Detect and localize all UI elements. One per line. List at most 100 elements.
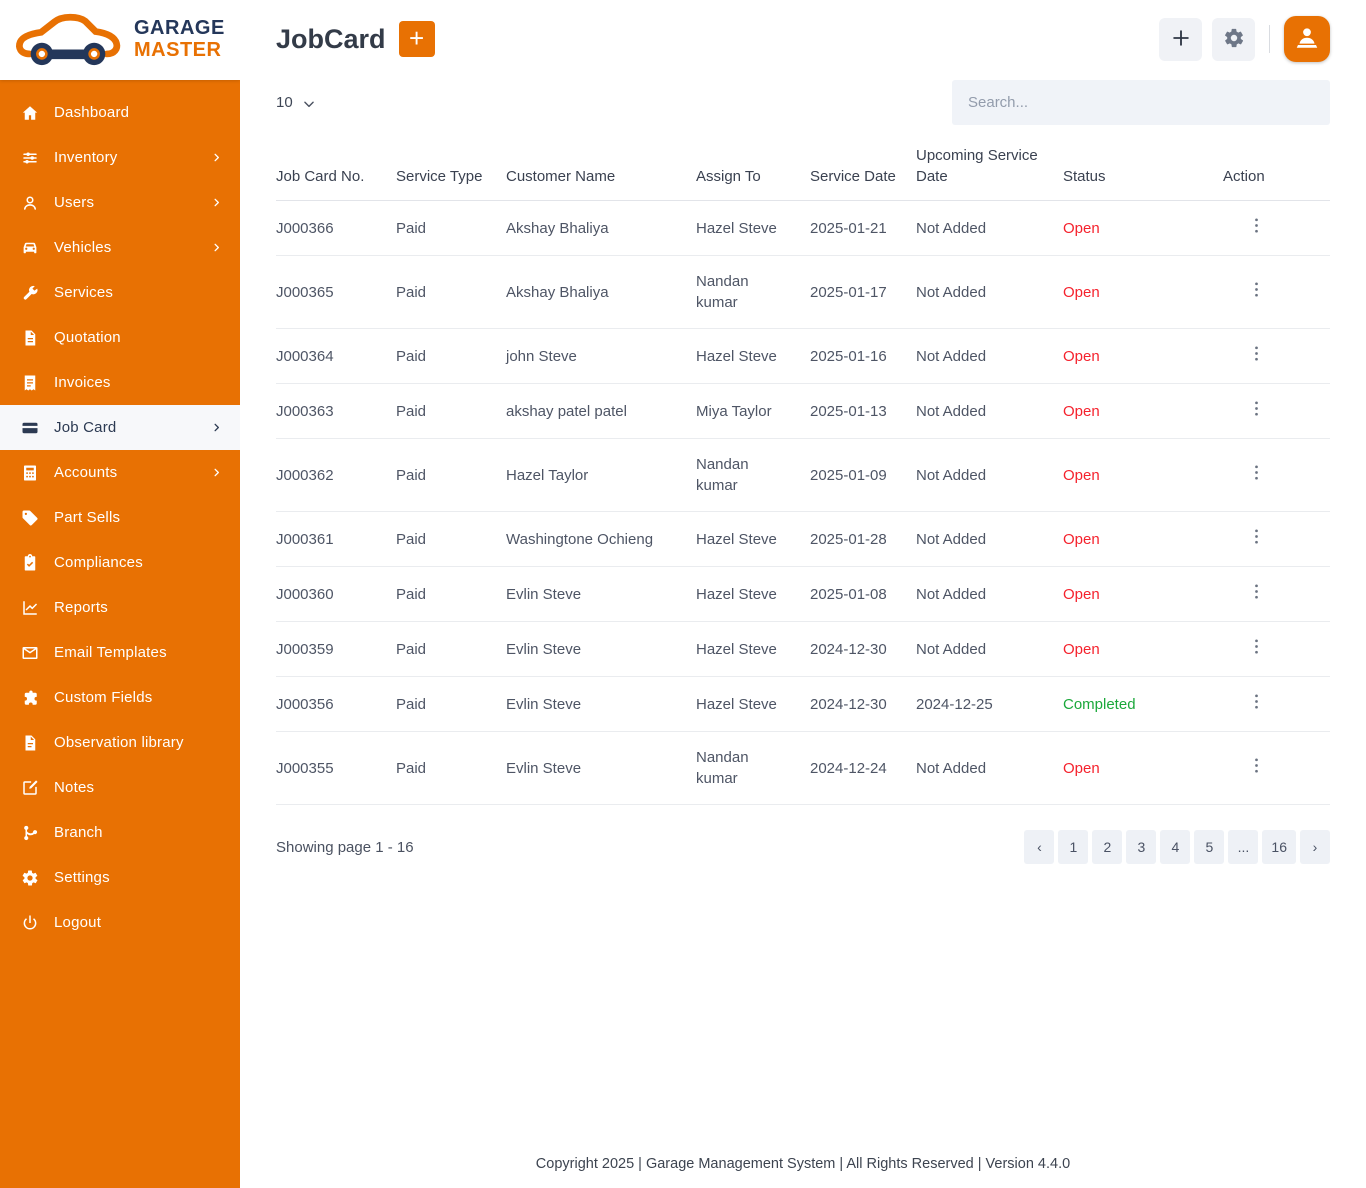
page-size-select[interactable]: 10: [276, 94, 316, 111]
sidebar-item-vehicles[interactable]: Vehicles: [0, 225, 240, 270]
pagination-prev-button[interactable]: ‹: [1024, 830, 1055, 864]
sidebar-item-branch[interactable]: Branch: [0, 810, 240, 855]
kebab-menu-icon: [1246, 691, 1267, 718]
table-cell-action: [1223, 621, 1330, 677]
table-cell-upcoming-service-date: Not Added: [916, 255, 1063, 329]
row-actions-menu-button[interactable]: [1245, 280, 1267, 304]
table-cell-job-card-no: J000364: [276, 328, 396, 384]
logout-icon: [20, 913, 39, 932]
sidebar-item-dashboard[interactable]: Dashboard: [0, 90, 240, 135]
copyright-text: Copyright 2025 | Garage Management Syste…: [535, 1156, 1071, 1172]
table-cell-customer-name: Evlin Steve: [506, 731, 696, 805]
invoices-icon: [20, 373, 39, 392]
table-cell-service-date: 2025-01-21: [810, 200, 916, 256]
pagination-page-2-button[interactable]: 2: [1092, 830, 1123, 864]
sidebar-item-accounts[interactable]: Accounts: [0, 450, 240, 495]
settings-button[interactable]: [1212, 17, 1255, 61]
table-cell-service-type: Paid: [396, 200, 506, 256]
observation-library-icon: [20, 733, 39, 752]
column-header-service-date: Service Date: [810, 137, 916, 201]
sidebar-item-reports[interactable]: Reports: [0, 585, 240, 630]
sidebar: GARAGE MASTER Dashboard Inventory Users Veh…: [0, 0, 240, 1188]
sidebar-item-observation-library[interactable]: Observation library: [0, 720, 240, 765]
chevron-right-icon: [211, 152, 222, 163]
chevron-right-icon: [211, 422, 222, 433]
table-cell-action: [1223, 328, 1330, 384]
car-wrench-logo: [12, 9, 124, 72]
table-cell-service-type: Paid: [396, 511, 506, 567]
table-row: J000364 Paid john Steve Hazel Steve 2025-01-…: [276, 328, 1330, 384]
row-actions-menu-button[interactable]: [1245, 216, 1267, 240]
kebab-menu-icon: [1246, 581, 1267, 608]
sidebar-item-label: Logout: [54, 914, 102, 931]
sidebar-item-users[interactable]: Users: [0, 180, 240, 225]
row-actions-menu-button[interactable]: [1245, 692, 1267, 716]
sidebar-item-job-card[interactable]: Job Card: [0, 405, 240, 450]
table-cell-customer-name: Akshay Bhaliya: [506, 200, 696, 256]
sidebar-item-logout[interactable]: Logout: [0, 900, 240, 945]
add-jobcard-button[interactable]: +: [398, 21, 435, 57]
pagination-page-3-button[interactable]: 3: [1126, 830, 1157, 864]
quick-add-button[interactable]: [1159, 17, 1202, 61]
row-actions-menu-button[interactable]: [1245, 637, 1267, 661]
table-cell-service-type: Paid: [396, 621, 506, 677]
sidebar-item-email-templates[interactable]: Email Templates: [0, 630, 240, 675]
pagination: Showing page 1 - 16 ‹ 1 2 3 4 5... 16 ›: [240, 805, 1366, 864]
table-cell-customer-name: Washingtone Ochieng: [506, 511, 696, 567]
search-input[interactable]: [952, 80, 1330, 125]
sidebar-item-services[interactable]: Services: [0, 270, 240, 315]
table-cell-job-card-no: J000365: [276, 255, 396, 329]
row-actions-menu-button[interactable]: [1245, 756, 1267, 780]
profile-avatar-button[interactable]: [1284, 16, 1330, 62]
table-cell-assign-to: Miya Taylor: [696, 383, 810, 439]
sidebar-item-inventory[interactable]: Inventory: [0, 135, 240, 180]
pagination-page-4-button[interactable]: 4: [1160, 830, 1191, 864]
pagination-page-16-button[interactable]: 16: [1262, 830, 1296, 864]
table-cell-assign-to: Nandan kumar: [696, 731, 810, 805]
pagination-page-1-button[interactable]: 1: [1058, 830, 1089, 864]
sidebar-item-invoices[interactable]: Invoices: [0, 360, 240, 405]
row-actions-menu-button[interactable]: [1245, 399, 1267, 423]
pagination-ellipsis[interactable]: ...: [1228, 830, 1259, 864]
sidebar-item-notes[interactable]: Notes: [0, 765, 240, 810]
sidebar-item-part-sells[interactable]: Part Sells: [0, 495, 240, 540]
sidebar-item-quotation[interactable]: Quotation: [0, 315, 240, 360]
kebab-menu-icon: [1246, 526, 1267, 553]
row-actions-menu-button[interactable]: [1245, 527, 1267, 551]
row-actions-menu-button[interactable]: [1245, 344, 1267, 368]
inventory-icon: [20, 148, 39, 167]
sidebar-item-compliances[interactable]: Compliances: [0, 540, 240, 585]
settings-icon: [20, 868, 39, 887]
table-cell-assign-to: Hazel Steve: [696, 328, 810, 384]
table-cell-upcoming-service-date: 2024-12-25: [916, 676, 1063, 732]
row-actions-menu-button[interactable]: [1245, 582, 1267, 606]
kebab-menu-icon: [1246, 755, 1267, 782]
table-cell-upcoming-service-date: Not Added: [916, 383, 1063, 439]
pagination-page-5-button[interactable]: 5: [1194, 830, 1225, 864]
table-cell-action: [1223, 676, 1330, 732]
pagination-next-button[interactable]: ›: [1300, 830, 1330, 864]
brand-name-bottom: MASTER: [134, 39, 222, 61]
sidebar-item-label: Settings: [54, 869, 110, 886]
email-templates-icon: [20, 643, 39, 662]
sidebar-item-custom-fields[interactable]: Custom Fields: [0, 675, 240, 720]
table-cell-job-card-no: J000360: [276, 566, 396, 622]
table-cell-service-date: 2024-12-24: [810, 731, 916, 805]
services-icon: [20, 283, 39, 302]
plus-icon: [1170, 27, 1192, 52]
table-cell-job-card-no: J000356: [276, 676, 396, 732]
table-cell-status: Open: [1063, 200, 1223, 256]
status-badge: Open: [1063, 530, 1100, 548]
sidebar-item-settings[interactable]: Settings: [0, 855, 240, 900]
sidebar-item-label: Accounts: [54, 464, 118, 481]
table-cell-action: [1223, 383, 1330, 439]
table-cell-assign-to: Nandan kumar: [696, 255, 810, 329]
row-actions-menu-button[interactable]: [1245, 463, 1267, 487]
header-actions: [1159, 16, 1330, 62]
chevron-down-icon: [302, 97, 316, 111]
brand-logo[interactable]: GARAGE MASTER: [0, 0, 240, 80]
sidebar-item-label: Invoices: [54, 374, 111, 391]
table-cell-assign-to: Hazel Steve: [696, 621, 810, 677]
table-cell-action: [1223, 200, 1330, 256]
table-cell-job-card-no: J000359: [276, 621, 396, 677]
